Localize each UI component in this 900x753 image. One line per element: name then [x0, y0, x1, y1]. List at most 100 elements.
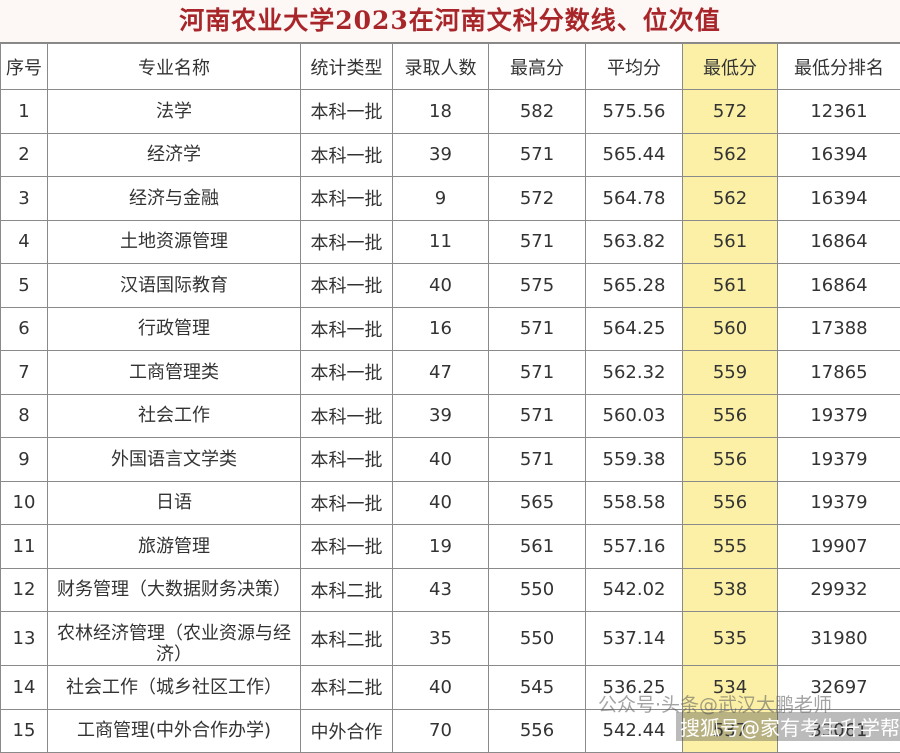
- table-cell: 16864: [778, 220, 900, 264]
- table-cell: 本科一批: [301, 177, 393, 221]
- table-cell: 19379: [778, 438, 900, 482]
- table-cell: 572: [683, 90, 778, 134]
- title: 河南农业大学2023在河南文科分数线、位次值: [0, 0, 900, 43]
- table-cell: 14: [1, 666, 48, 710]
- table-cell: 中外合作: [301, 709, 393, 753]
- table-cell: 16864: [778, 264, 900, 308]
- table-cell: 575.56: [586, 90, 683, 134]
- table-cell: 535: [683, 612, 778, 666]
- table-cell: 40: [393, 666, 489, 710]
- header-row: 序号专业名称统计类型录取人数最高分平均分最低分最低分排名: [1, 44, 900, 90]
- table-cell: 16: [393, 307, 489, 351]
- table-cell: 562: [683, 133, 778, 177]
- table-cell: 15: [1, 709, 48, 753]
- table-cell: 本科一批: [301, 264, 393, 308]
- table-cell: 本科一批: [301, 394, 393, 438]
- table-cell: 本科一批: [301, 90, 393, 134]
- table-cell: 19907: [778, 525, 900, 569]
- table-cell: 19379: [778, 394, 900, 438]
- table-cell: 汉语国际教育: [48, 264, 301, 308]
- header-cell: 统计类型: [301, 44, 393, 90]
- table-cell: 11: [1, 525, 48, 569]
- table-cell: 556: [489, 709, 586, 753]
- table-cell: 16394: [778, 133, 900, 177]
- table-cell: 47: [393, 351, 489, 395]
- table-cell: 社会工作: [48, 394, 301, 438]
- header-cell: 最低分排名: [778, 44, 900, 90]
- table-cell: 557.16: [586, 525, 683, 569]
- table-cell: 561: [683, 264, 778, 308]
- table-cell: 经济学: [48, 133, 301, 177]
- table-cell: 17388: [778, 307, 900, 351]
- table-cell: 7: [1, 351, 48, 395]
- table-cell: 550: [489, 612, 586, 666]
- table-cell: 工商管理类: [48, 351, 301, 395]
- table-cell: 39: [393, 394, 489, 438]
- table-cell: 582: [489, 90, 586, 134]
- table-cell: 70: [393, 709, 489, 753]
- table-cell: 560.03: [586, 394, 683, 438]
- table-cell: 561: [489, 525, 586, 569]
- table-cell: 571: [489, 307, 586, 351]
- table-cell: 外国语言文学类: [48, 438, 301, 482]
- table-cell: 3: [1, 177, 48, 221]
- table-cell: 9: [393, 177, 489, 221]
- table-cell: 本科一批: [301, 438, 393, 482]
- table-cell: 4: [1, 220, 48, 264]
- table-cell: 17865: [778, 351, 900, 395]
- table-cell: 565.28: [586, 264, 683, 308]
- header-cell: 最高分: [489, 44, 586, 90]
- table-cell: 40: [393, 438, 489, 482]
- table-cell: 19: [393, 525, 489, 569]
- table-cell: 562.32: [586, 351, 683, 395]
- table-cell: 土地资源管理: [48, 220, 301, 264]
- table-cell: 556: [683, 438, 778, 482]
- table-cell: 本科一批: [301, 307, 393, 351]
- table-cell: 565: [489, 481, 586, 525]
- table-cell: 财务管理（大数据财务决策）: [48, 568, 301, 612]
- table-cell: 1: [1, 90, 48, 134]
- table-cell: 558.58: [586, 481, 683, 525]
- table-cell: 571: [489, 133, 586, 177]
- table-cell: 564.78: [586, 177, 683, 221]
- table-cell: 2: [1, 133, 48, 177]
- table-cell: 本科一批: [301, 351, 393, 395]
- header-cell: 平均分: [586, 44, 683, 90]
- table-cell: 本科二批: [301, 666, 393, 710]
- table-cell: 社会工作（城乡社区工作）: [48, 666, 301, 710]
- table-cell: 556: [683, 394, 778, 438]
- header-cell: 序号: [1, 44, 48, 90]
- table-cell: 12361: [778, 90, 900, 134]
- table-cell: 559.38: [586, 438, 683, 482]
- table-cell: 562: [683, 177, 778, 221]
- table-cell: 日语: [48, 481, 301, 525]
- table-cell: 559: [683, 351, 778, 395]
- table-cell: 545: [489, 666, 586, 710]
- table-cell: 本科一批: [301, 481, 393, 525]
- table-cell: 10: [1, 481, 48, 525]
- table-cell: 556: [683, 481, 778, 525]
- table-cell: 571: [489, 351, 586, 395]
- table-cell: 40: [393, 264, 489, 308]
- header-cell: 专业名称: [48, 44, 301, 90]
- header-cell: 最低分: [683, 44, 778, 90]
- table-cell: 564.25: [586, 307, 683, 351]
- table-cell: 39: [393, 133, 489, 177]
- table-cell: 571: [489, 220, 586, 264]
- table-cell: 571: [489, 438, 586, 482]
- table-cell: 542.02: [586, 568, 683, 612]
